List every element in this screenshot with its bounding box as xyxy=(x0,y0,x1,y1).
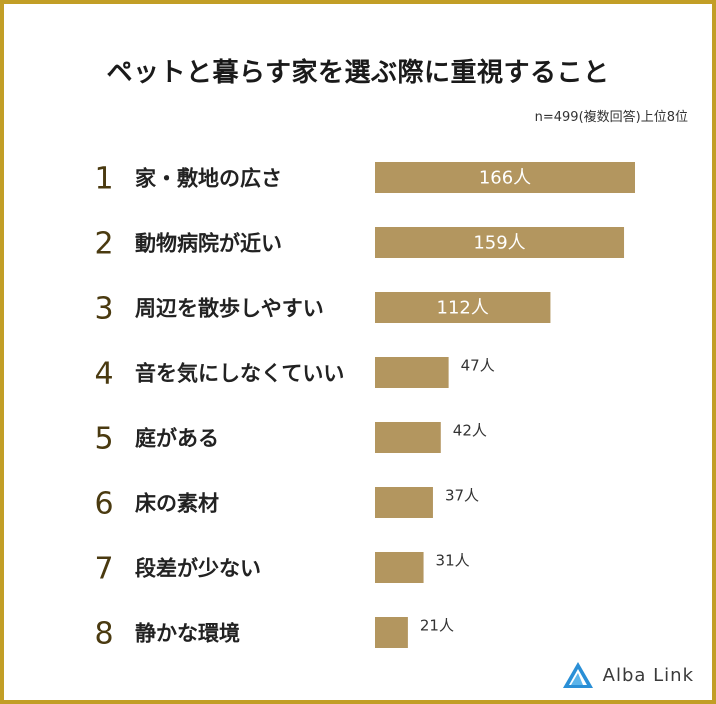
bar xyxy=(375,617,408,648)
data-label: 166人 xyxy=(479,168,531,189)
rank-number: 2 xyxy=(94,227,113,262)
data-label: 31人 xyxy=(436,552,470,570)
category-label: 動物病院が近い xyxy=(135,232,282,256)
rank-number: 8 xyxy=(94,617,113,652)
chart-title: ペットと暮らす家を選ぶ際に重視すること xyxy=(106,58,610,88)
brand-name: Alba Link xyxy=(602,664,694,686)
sample-note: n=499(複数回答)上位8位 xyxy=(534,110,688,125)
bar xyxy=(375,487,433,518)
data-label: 159人 xyxy=(473,233,525,254)
category-label: 家・敷地の広さ xyxy=(135,167,282,191)
data-label: 21人 xyxy=(420,617,454,635)
category-label: 庭がある xyxy=(135,427,219,451)
data-label: 112人 xyxy=(437,298,489,319)
alba-link-triangle-icon xyxy=(562,662,593,688)
rank-number: 1 xyxy=(94,162,113,197)
data-label: 47人 xyxy=(461,357,495,375)
bar xyxy=(375,162,635,193)
rank-number: 6 xyxy=(94,487,113,522)
category-label: 音を気にしなくていい xyxy=(135,362,344,386)
rank-number: 7 xyxy=(94,552,113,587)
bar xyxy=(375,422,441,453)
rank-number: 4 xyxy=(94,357,113,392)
bar xyxy=(375,552,424,583)
data-label: 42人 xyxy=(453,422,487,440)
category-label: 静かな環境 xyxy=(135,622,240,646)
rank-number: 5 xyxy=(94,422,113,457)
bar xyxy=(375,227,625,258)
category-label: 周辺を散歩しやすい xyxy=(135,297,324,321)
data-label: 37人 xyxy=(445,487,479,505)
category-label: 床の素材 xyxy=(135,492,219,516)
bar xyxy=(375,292,551,323)
bar xyxy=(375,357,449,388)
rank-number: 3 xyxy=(94,292,113,327)
brand-logo: Alba Link xyxy=(561,660,694,690)
category-label: 段差が少ない xyxy=(135,557,261,581)
